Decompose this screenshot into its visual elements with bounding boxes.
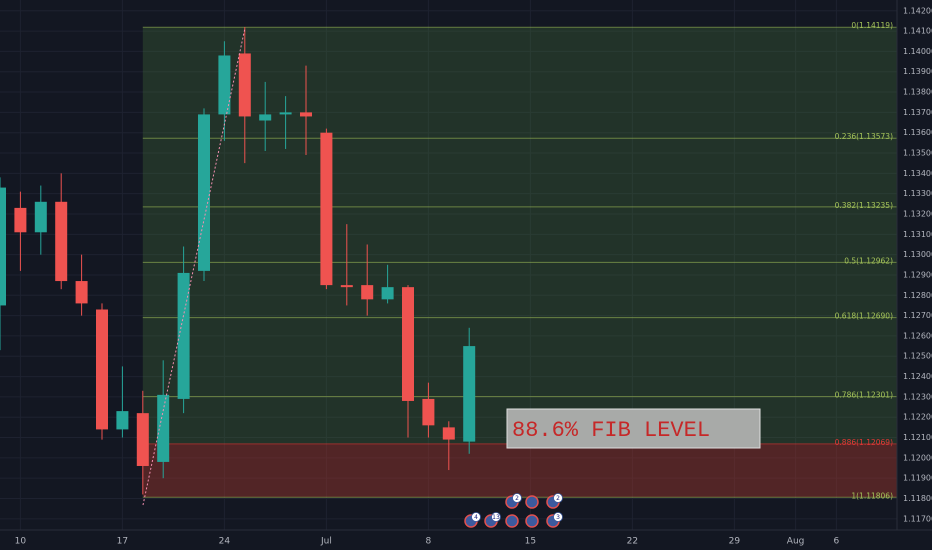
- trend-line: [142, 27, 246, 506]
- y-tick-label: 1.12900: [903, 270, 932, 279]
- y-tick-label: 1.12000: [903, 453, 932, 462]
- y-tick-label: 1.11900: [903, 474, 932, 483]
- event-icon: [505, 514, 519, 528]
- y-tick-label: 1.14200: [903, 6, 932, 15]
- y-tick-label: 1.13300: [903, 189, 932, 198]
- candle-body: [422, 398, 435, 426]
- fib-label: 0.786(1.12301): [835, 391, 893, 400]
- event-badge: [491, 512, 501, 522]
- y-tick-label: 1.13900: [903, 67, 932, 76]
- y-tick-label: 1.12300: [903, 392, 932, 401]
- y-tick-label: 1.12800: [903, 291, 932, 300]
- fib-label: 0.886(1.12069): [835, 438, 893, 447]
- y-tick-label: 1.14000: [903, 47, 932, 56]
- y-tick-label: 1.13000: [903, 250, 932, 259]
- candle-body: [75, 281, 88, 304]
- x-tick-label: Jul: [320, 537, 332, 547]
- event-badge-text: 3: [556, 514, 560, 521]
- y-tick-label: 1.14100: [903, 27, 932, 36]
- y-tick-label: 1.12600: [903, 331, 932, 340]
- y-tick-label: 1.13600: [903, 128, 932, 137]
- fib-label: 0.618(1.12690): [835, 312, 893, 321]
- candle-body: [96, 309, 108, 430]
- candle-body: [320, 132, 333, 286]
- candle-body: [259, 114, 272, 121]
- event-icon: [525, 514, 539, 528]
- candle-body: [238, 53, 251, 117]
- y-tick-label: 1.12500: [903, 352, 932, 361]
- x-tick-label: 8: [426, 537, 432, 547]
- candle-body: [157, 394, 170, 462]
- fib-label: 0(1.14119): [851, 21, 893, 30]
- marks-layer: [0, 27, 476, 495]
- y-tick-label: 1.12100: [903, 433, 932, 442]
- x-tick-label: 24: [219, 537, 231, 547]
- fib-label: 0.382(1.13235): [835, 201, 893, 210]
- fib-label: 0.236(1.13573): [835, 132, 893, 141]
- y-tick-label: 1.12700: [903, 311, 932, 320]
- event-badge-text: 2: [556, 495, 560, 502]
- x-tick-label: 29: [729, 537, 741, 547]
- y-tick-label: 1.13200: [903, 209, 932, 218]
- candle-body: [55, 201, 68, 282]
- fib-label: 0.5(1.12962): [844, 256, 893, 265]
- fib-zone: [142, 443, 898, 498]
- background-layer: [0, 0, 898, 530]
- candle-body: [14, 207, 27, 233]
- y-tick-label: 1.11800: [903, 494, 932, 503]
- annotation-box: [506, 408, 761, 449]
- event-badge: [553, 493, 563, 503]
- candle-body: [116, 411, 129, 430]
- event-badge-text: 2: [515, 495, 519, 502]
- fib-zone: [142, 27, 898, 444]
- x-tick-label: 10: [15, 537, 27, 547]
- candle-body: [361, 285, 374, 300]
- y-tick-label: 1.13400: [903, 169, 932, 178]
- candle-body: [381, 287, 394, 300]
- candle-body: [340, 285, 353, 288]
- y-tick-label: 1.12200: [903, 413, 932, 422]
- event-badge-text: 4: [474, 514, 478, 521]
- candle-body: [177, 272, 190, 399]
- y-tick-label: 1.13100: [903, 230, 932, 239]
- x-tick-label: 17: [117, 537, 128, 547]
- event-badge: [471, 512, 481, 522]
- fib-label: 1(1.11806): [851, 491, 893, 500]
- candle-body: [463, 346, 476, 442]
- candle-body: [218, 55, 231, 115]
- x-tick-label: 15: [525, 537, 536, 547]
- overlay-layer: 1.11700 1.11800 1.11900 1.12000 1.12100 1.122…: [15, 6, 932, 546]
- candle-body: [279, 112, 292, 115]
- candle-body: [198, 114, 210, 271]
- event-icon: [525, 495, 539, 509]
- candle-body: [0, 187, 6, 306]
- event-badge: [553, 512, 563, 522]
- candle-body: [136, 413, 149, 466]
- y-tick-label: 1.13500: [903, 149, 932, 158]
- x-tick-label: Aug: [787, 537, 805, 547]
- y-tick-label: 1.11700: [903, 514, 932, 523]
- x-tick-label: 22: [627, 537, 638, 547]
- candle-body: [34, 201, 47, 233]
- candle-body: [300, 112, 312, 117]
- candle-body: [442, 427, 455, 440]
- y-tick-label: 1.13700: [903, 108, 932, 117]
- x-tick-label: 6: [834, 537, 840, 547]
- annotation-text: 88.6% FIB LEVEL: [512, 418, 710, 443]
- y-tick-label: 1.12400: [903, 372, 932, 381]
- candle-body: [402, 287, 414, 401]
- event-badge: [512, 493, 522, 503]
- event-badge-text: 13: [492, 514, 500, 521]
- y-tick-label: 1.13800: [903, 88, 932, 97]
